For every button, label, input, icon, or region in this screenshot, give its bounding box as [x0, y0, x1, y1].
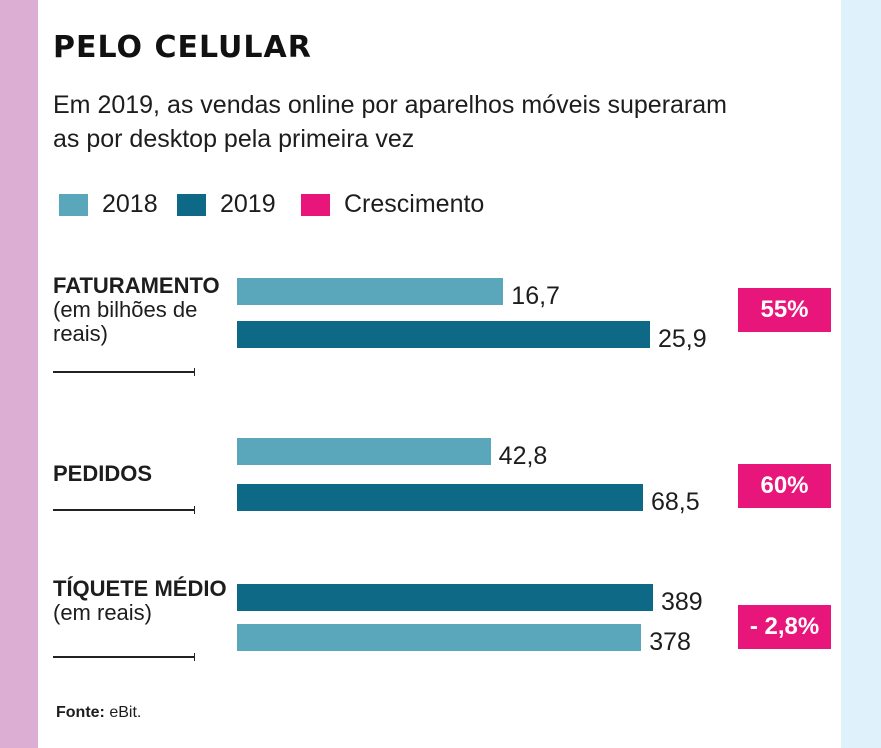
growth-badge-faturamento: 55% — [738, 288, 831, 332]
bar-value-tiquete-medio-2019: 389 — [661, 588, 703, 616]
chart-subtitle: Em 2019, as vendas online por aparelhos … — [53, 91, 727, 153]
growth-badge-tiquete-medio: - 2,8% — [738, 605, 831, 649]
right-decorative-stripe — [841, 0, 881, 748]
bar-value-faturamento-2018: 16,7 — [511, 282, 560, 310]
bar-pedidos-2019 — [237, 484, 643, 511]
legend-swatch-2018 — [59, 193, 88, 216]
group-label-tiquete-medio: TÍQUETE MÉDIO (em reais) — [53, 577, 227, 625]
legend-item-2019: 2019 — [177, 190, 276, 219]
legend-label-2019: 2019 — [220, 190, 276, 218]
source-note: Fonte: eBit. — [56, 704, 141, 722]
bar-value-pedidos-2018: 42,8 — [498, 442, 548, 470]
group-unit: (em reais) — [53, 600, 153, 625]
legend-label-2018: 2018 — [102, 190, 158, 218]
source-label: Fonte: — [56, 704, 105, 721]
group-name: PEDIDOS — [53, 461, 153, 486]
legend-label-crescimento: Crescimento — [344, 190, 485, 218]
bar-faturamento-2019 — [237, 321, 650, 348]
group-label-pedidos: PEDIDOS — [53, 462, 152, 486]
bar-tiquete-medio-2018 — [237, 624, 642, 651]
group-divider — [53, 653, 195, 660]
bar-tiquete-medio-2019 — [237, 584, 653, 611]
legend-item-2018: 2018 — [59, 190, 158, 219]
group-unit: (em bilhões de reais) — [53, 297, 198, 346]
bar-value-faturamento-2019: 25,9 — [658, 325, 707, 353]
legend-swatch-2019 — [177, 193, 206, 216]
group-name: FATURAMENTO — [53, 273, 220, 298]
bar-value-pedidos-2019: 68,5 — [651, 488, 700, 516]
bar-faturamento-2018 — [237, 278, 504, 305]
group-divider — [53, 368, 195, 375]
group-label-faturamento: FATURAMENTO (em bilhões de reais) — [53, 274, 220, 346]
legend-swatch-crescimento — [301, 193, 330, 216]
group-name: TÍQUETE MÉDIO — [53, 576, 227, 601]
bar-value-tiquete-medio-2018: 378 — [649, 628, 691, 656]
source-value: eBit. — [109, 704, 142, 721]
growth-badge-pedidos: 60% — [738, 464, 831, 508]
bar-pedidos-2018 — [237, 438, 491, 465]
left-decorative-stripe — [0, 0, 38, 748]
group-divider — [53, 506, 195, 513]
legend: 2018 2019 Crescimento — [0, 190, 881, 224]
legend-item-crescimento: Crescimento — [301, 190, 484, 219]
chart-title: PELO CELULAR — [53, 30, 312, 65]
